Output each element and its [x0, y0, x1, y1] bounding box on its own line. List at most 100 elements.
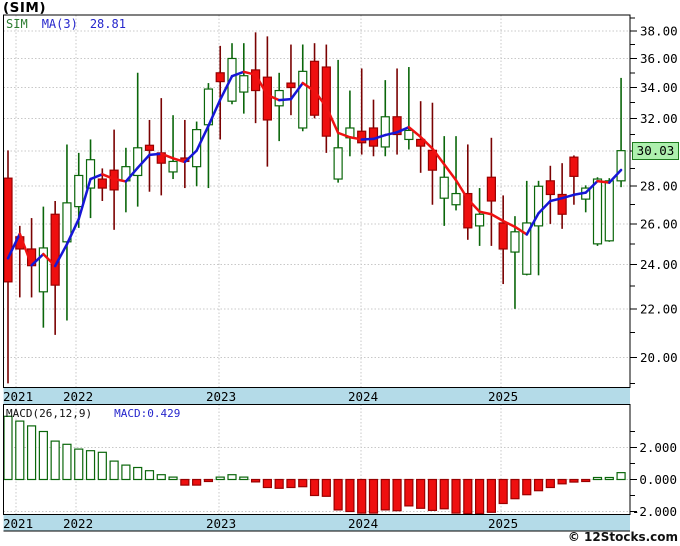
ma-segment [112, 177, 128, 183]
ma-segment [513, 225, 529, 236]
macd-bar [15, 420, 25, 481]
macd-bar [581, 478, 591, 483]
macd-bar [144, 470, 155, 481]
macd-bar [215, 476, 225, 481]
price-tick-label: 22.00 [640, 301, 678, 316]
ma-segment [77, 177, 92, 221]
ma-segment [572, 191, 587, 197]
ma-segment [6, 232, 22, 260]
ma-segment [171, 157, 187, 164]
macd-bar [533, 478, 544, 492]
macd-tick-label: 2.000 [639, 440, 677, 455]
macd-bar [121, 464, 131, 481]
ma-segment [53, 242, 69, 268]
ma-segment [148, 152, 163, 157]
page-title: (SIM) [3, 0, 47, 16]
ma-segment [584, 179, 599, 194]
candle-body [451, 192, 461, 206]
macd-params-label: MACD(26,12,9) [6, 407, 93, 420]
macd-bar [604, 476, 614, 481]
ma-segment [442, 163, 458, 182]
ma-segment [124, 166, 139, 183]
ma-segment [65, 217, 80, 246]
macd-bar [250, 478, 261, 483]
year-label: 2024 [348, 389, 378, 404]
macd-bar [380, 478, 390, 511]
macd-bar [239, 476, 249, 481]
ma-segment [478, 210, 493, 216]
ma-segment [419, 135, 434, 150]
price-tick-label: 36.00 [640, 51, 678, 66]
candle-body [522, 222, 532, 275]
ma-segment [608, 168, 623, 184]
candle-body [533, 185, 544, 227]
ma-segment [301, 81, 316, 93]
macd-bar [463, 478, 473, 515]
ma-segment [218, 74, 234, 101]
macd-bar [475, 478, 485, 515]
macd-bar [62, 443, 72, 481]
candle-body [50, 213, 60, 286]
ma-label: MA(3) [41, 17, 78, 31]
candle-body [38, 247, 48, 293]
candle-body [569, 156, 579, 177]
macd-histogram [3, 415, 626, 515]
candle-body [262, 76, 272, 121]
candle-body [97, 178, 107, 189]
macd-bar [156, 474, 166, 481]
year-label: 2025 [488, 389, 518, 404]
ma-segment [537, 199, 552, 215]
candle-body [144, 144, 155, 151]
copyright-link[interactable]: © 12Stocks.com [567, 530, 678, 544]
macd-bar [357, 478, 367, 514]
ma-segment [395, 125, 411, 134]
macd-bar [298, 478, 308, 488]
ma-segment [407, 125, 422, 139]
candle-body [239, 75, 249, 93]
year-label: 2021 [3, 389, 33, 404]
macd-bar [26, 425, 37, 481]
ma-segment [501, 219, 517, 229]
candle-body [416, 138, 426, 147]
ma-segment [42, 252, 57, 268]
ma-segment [254, 73, 269, 97]
ma-segment [160, 152, 175, 160]
macd-bar [109, 460, 119, 481]
ma-segment [242, 70, 257, 76]
macd-bar [74, 448, 84, 481]
macd-bar [180, 478, 190, 486]
ma-segment [277, 97, 293, 102]
macd-bar [392, 478, 402, 512]
macd-bar [227, 474, 237, 481]
ma-segment [89, 173, 104, 181]
ma-segment [348, 135, 363, 141]
ma-segment [325, 105, 340, 135]
candle-body [486, 176, 496, 202]
candle-body [616, 150, 626, 182]
macd-bar [274, 478, 284, 489]
ma-segment [431, 147, 446, 166]
macd-bar [38, 430, 48, 481]
ma-segment [454, 178, 470, 201]
ma-segment [313, 89, 328, 109]
ma-segment [466, 197, 481, 213]
ma-segment [30, 252, 45, 267]
price-tick-label: 34.00 [640, 80, 678, 95]
macd-bar [569, 478, 579, 483]
ma-segment [560, 193, 576, 200]
macd-axis: 2.000 0.000 -2.000 [630, 431, 677, 519]
macd-bar [451, 478, 461, 514]
candle-body [439, 176, 449, 199]
macd-bar [203, 478, 214, 483]
macd-bar [616, 472, 626, 481]
macd-bar [416, 478, 426, 509]
candle-body [357, 130, 367, 144]
candle-body [592, 178, 603, 245]
macd-bar [262, 478, 272, 489]
candle-body [333, 147, 343, 180]
price-tick-label: 24.00 [640, 257, 678, 272]
macd-bar [85, 450, 96, 481]
macd-bar [545, 478, 555, 489]
